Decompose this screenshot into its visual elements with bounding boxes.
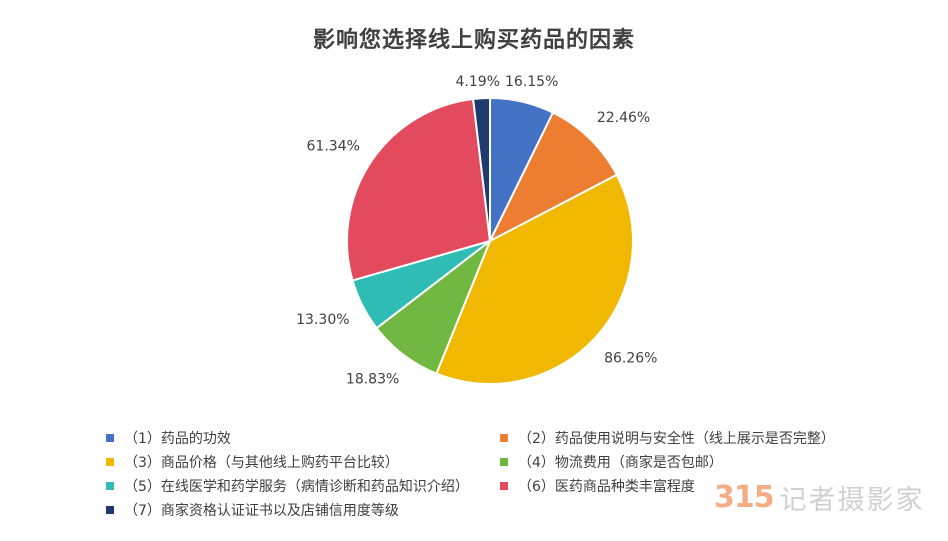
watermark-text: 记者摄影家 <box>779 485 925 516</box>
legend-label-1: （1）药品的功效 <box>124 431 231 447</box>
legend-swatch-2 <box>500 434 508 442</box>
pie-slice-2 <box>487 111 619 244</box>
legend-item-5: （5）在线医学和药学服务（病情诊断和药品知识介绍） <box>106 476 469 496</box>
legend-item-7: （7）商家资格认证证书以及店铺信用度等级 <box>106 500 399 520</box>
data-label-2: 22.46% <box>597 110 650 126</box>
pie-slice-7 <box>472 96 491 242</box>
legend-label-5: （5）在线医学和药学服务（病情诊断和药品知识介绍） <box>124 479 469 495</box>
data-label-4: 18.83% <box>346 372 399 388</box>
watermark-logo: 315 <box>714 480 775 515</box>
legend-swatch-5 <box>106 482 114 490</box>
pie-slice-6 <box>346 97 492 282</box>
data-label-7: 4.19% <box>456 74 500 90</box>
data-label-6: 61.34% <box>307 138 360 154</box>
data-label-3: 86.26% <box>604 350 657 366</box>
legend-item-1: （1）药品的功效 <box>106 428 231 448</box>
legend-swatch-6 <box>500 482 508 490</box>
legend-item-4: （4）物流费用（商家是否包邮） <box>500 452 723 472</box>
chart-title: 影响您选择线上购买药品的因素 <box>312 28 635 53</box>
legend-swatch-1 <box>106 434 114 442</box>
legend-label-3: （3）商品价格（与其他线上购药平台比较） <box>124 455 399 471</box>
legend-label-6: （6）医药商品种类丰富程度 <box>518 479 695 495</box>
legend-swatch-3 <box>106 458 114 466</box>
data-label-5: 13.30% <box>296 312 349 328</box>
legend-item-6: （6）医药商品种类丰富程度 <box>500 476 695 496</box>
legend-item-3: （3）商品价格（与其他线上购药平台比较） <box>106 452 399 472</box>
watermark: 315 记者摄影家 <box>714 478 925 517</box>
pie-slice-3 <box>435 173 634 385</box>
legend-label-4: （4）物流费用（商家是否包邮） <box>518 455 723 471</box>
legend-swatch-7 <box>106 506 114 514</box>
data-label-1: 16.15% <box>505 74 558 90</box>
legend-item-2: （2）药品使用说明与安全性（线上展示是否完整） <box>500 428 835 448</box>
legend-label-2: （2）药品使用说明与安全性（线上展示是否完整） <box>518 431 835 447</box>
legend-label-7: （7）商家资格认证证书以及店铺信用度等级 <box>124 503 399 519</box>
legend-swatch-4 <box>500 458 508 466</box>
